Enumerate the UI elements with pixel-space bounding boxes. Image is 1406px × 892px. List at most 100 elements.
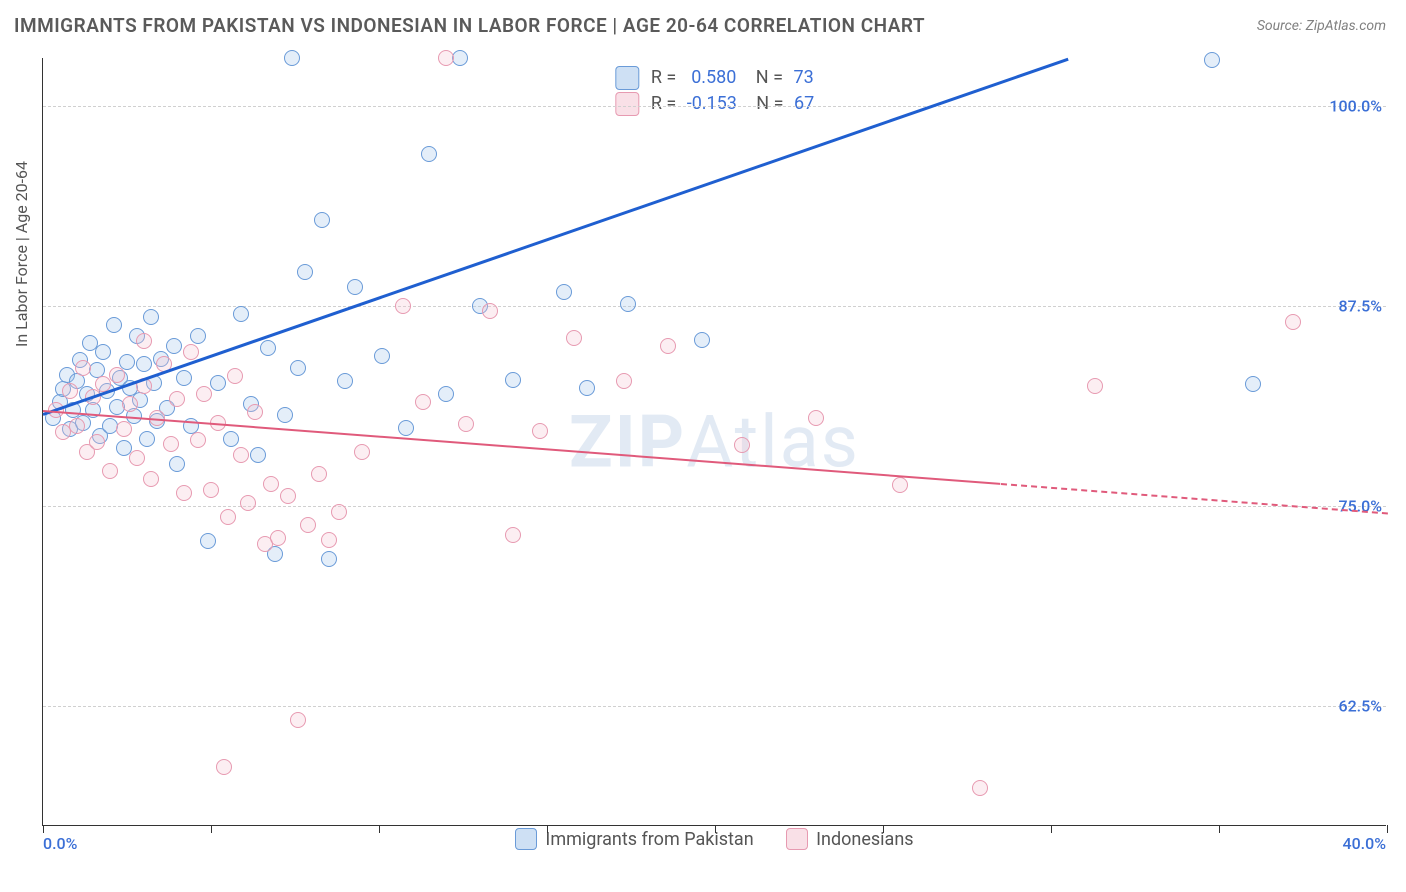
- data-point: [129, 450, 145, 466]
- data-point: [660, 338, 676, 354]
- data-point: [227, 368, 243, 384]
- data-point: [109, 367, 125, 383]
- data-point: [277, 407, 293, 423]
- data-point: [532, 423, 548, 439]
- data-point: [233, 447, 249, 463]
- data-point: [314, 212, 330, 228]
- legend-swatch-pakistan: [615, 66, 639, 90]
- data-point: [176, 370, 192, 386]
- data-point: [395, 298, 411, 314]
- chart-plot-area: ZIPAtlas R = 0.580 N = 73 R = -0.153 N =…: [42, 58, 1386, 826]
- data-point: [290, 712, 306, 728]
- x-tick: [1051, 825, 1052, 833]
- data-point: [331, 504, 347, 520]
- data-point: [1204, 52, 1220, 68]
- data-point: [808, 410, 824, 426]
- data-point: [694, 332, 710, 348]
- data-point: [176, 485, 192, 501]
- data-point: [972, 780, 988, 796]
- data-point: [458, 416, 474, 432]
- y-tick-label: 87.5%: [1338, 297, 1388, 316]
- data-point: [620, 296, 636, 312]
- data-point: [1285, 314, 1301, 330]
- data-point: [106, 317, 122, 333]
- data-point: [223, 431, 239, 447]
- data-point: [337, 373, 353, 389]
- legend-correlation: R = 0.580 N = 73 R = -0.153 N = 67: [606, 60, 823, 122]
- data-point: [139, 431, 155, 447]
- x-tick: [1387, 825, 1388, 833]
- data-point: [233, 306, 249, 322]
- legend-swatch-icon: [515, 828, 537, 850]
- x-tick: [379, 825, 380, 833]
- data-point: [452, 50, 468, 66]
- data-point: [220, 509, 236, 525]
- data-point: [438, 50, 454, 66]
- legend-swatch-indonesians: [615, 92, 639, 116]
- data-point: [196, 386, 212, 402]
- data-point: [556, 284, 572, 300]
- data-point: [290, 360, 306, 376]
- data-point: [143, 471, 159, 487]
- x-tick: [547, 825, 548, 833]
- y-tick-label: 100.0%: [1329, 97, 1388, 116]
- trend-line: [43, 410, 1001, 485]
- source-label: Source: ZipAtlas.com: [1257, 18, 1386, 34]
- data-point: [75, 360, 91, 376]
- data-point: [321, 532, 337, 548]
- data-point: [374, 348, 390, 364]
- data-point: [163, 436, 179, 452]
- data-point: [95, 344, 111, 360]
- data-point: [438, 386, 454, 402]
- data-point: [311, 466, 327, 482]
- y-axis-title: In Labor Force | Age 20-64: [12, 161, 31, 347]
- data-point: [240, 495, 256, 511]
- data-point: [62, 383, 78, 399]
- gridline: [43, 706, 1386, 707]
- data-point: [354, 444, 370, 460]
- data-point: [347, 279, 363, 295]
- chart-title: IMMIGRANTS FROM PAKISTAN VS INDONESIAN I…: [14, 14, 925, 37]
- data-point: [1087, 378, 1103, 394]
- x-tick: [715, 825, 716, 833]
- data-point: [260, 340, 276, 356]
- data-point: [190, 432, 206, 448]
- y-tick-label: 62.5%: [1338, 697, 1388, 716]
- trend-line: [43, 58, 1069, 416]
- x-tick: [211, 825, 212, 833]
- data-point: [122, 396, 138, 412]
- data-point: [247, 404, 263, 420]
- data-point: [169, 456, 185, 472]
- data-point: [284, 50, 300, 66]
- data-point: [616, 373, 632, 389]
- data-point: [89, 434, 105, 450]
- x-tick: [1219, 825, 1220, 833]
- data-point: [415, 394, 431, 410]
- data-point: [69, 418, 85, 434]
- data-point: [505, 527, 521, 543]
- data-point: [892, 477, 908, 493]
- data-point: [297, 264, 313, 280]
- data-point: [250, 447, 266, 463]
- data-point: [136, 333, 152, 349]
- data-point: [263, 476, 279, 492]
- data-point: [210, 375, 226, 391]
- data-point: [734, 437, 750, 453]
- x-tick: [883, 825, 884, 833]
- data-point: [102, 463, 118, 479]
- data-point: [203, 482, 219, 498]
- data-point: [136, 356, 152, 372]
- data-point: [183, 344, 199, 360]
- data-point: [300, 517, 316, 533]
- data-point: [116, 421, 132, 437]
- data-point: [421, 146, 437, 162]
- legend-swatch-icon: [786, 828, 808, 850]
- data-point: [270, 530, 286, 546]
- data-point: [505, 372, 521, 388]
- x-tick: [43, 825, 44, 833]
- data-point: [166, 338, 182, 354]
- data-point: [566, 330, 582, 346]
- data-point: [216, 759, 232, 775]
- data-point: [200, 533, 216, 549]
- gridline: [43, 106, 1386, 107]
